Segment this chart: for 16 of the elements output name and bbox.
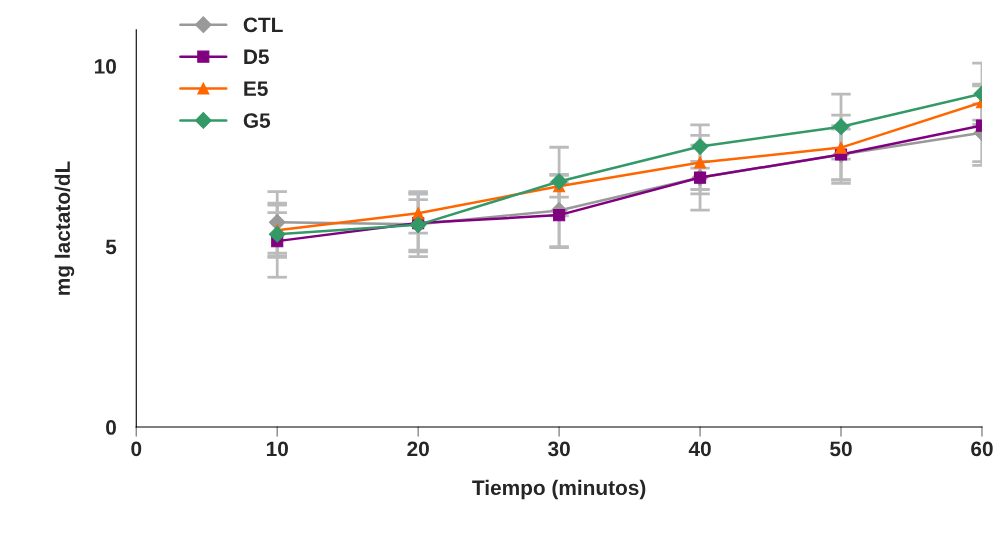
x-tick-label: 50 xyxy=(830,441,852,457)
x-axis-title: Tiempo (minutos) xyxy=(472,479,646,500)
x-tick-label: 20 xyxy=(407,441,429,457)
legend-label: E5 xyxy=(244,81,268,97)
x-tick-label: 10 xyxy=(266,441,288,457)
legend-label: D5 xyxy=(244,49,269,65)
legend-label: G5 xyxy=(243,113,271,128)
x-tick-label: 30 xyxy=(548,441,570,457)
y-tick-label: 10 xyxy=(94,59,116,74)
x-tick-label: 40 xyxy=(688,441,711,457)
x-tick-label: 0 xyxy=(131,441,142,457)
y-tick-label: 0 xyxy=(106,420,116,435)
y-tick-label: 5 xyxy=(105,239,117,255)
legend-label: CTL xyxy=(243,17,283,33)
y-axis-title: mg lactato/dL xyxy=(54,161,75,295)
x-tick-label: 60 xyxy=(971,441,993,457)
